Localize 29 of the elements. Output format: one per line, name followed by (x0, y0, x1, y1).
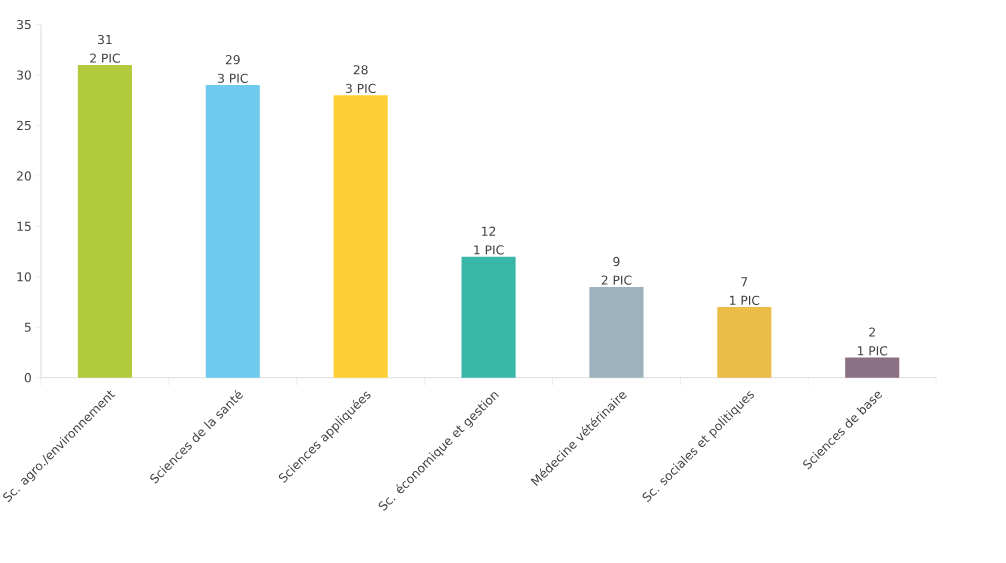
bar (717, 307, 772, 378)
annotation: 2 PIC (601, 275, 632, 285)
y-tick-label: 10 (17, 272, 31, 282)
annotation: 1 PIC (857, 346, 888, 356)
y-tick-label: 0 (24, 373, 31, 383)
y-tick-label: 5 (24, 322, 31, 332)
data-label: 29 (225, 55, 240, 65)
annotation: 1 PIC (474, 245, 504, 255)
bar (77, 65, 132, 378)
data-label: 2 (869, 327, 875, 337)
bar (333, 95, 388, 378)
bar (461, 256, 516, 378)
annotation: 3 PIC (218, 73, 248, 84)
y-tick-label: 30 (17, 70, 31, 80)
bar (205, 85, 260, 378)
y-tick-label: 15 (17, 221, 31, 232)
y-tick-label: 25 (17, 121, 31, 131)
data-label: 12 (482, 226, 496, 236)
y-tick-label: 20 (17, 171, 31, 181)
data-label: 7 (741, 277, 748, 287)
annotation: 3 PIC (345, 83, 376, 94)
data-label: 28 (353, 65, 368, 75)
annotation: 2 PIC (90, 53, 120, 63)
bar (845, 357, 900, 378)
y-tick-label: 35 (17, 20, 31, 30)
data-label: 31 (98, 35, 112, 45)
bar (589, 287, 644, 378)
annotation: 1 PIC (730, 295, 760, 306)
data-label: 9 (613, 257, 620, 267)
